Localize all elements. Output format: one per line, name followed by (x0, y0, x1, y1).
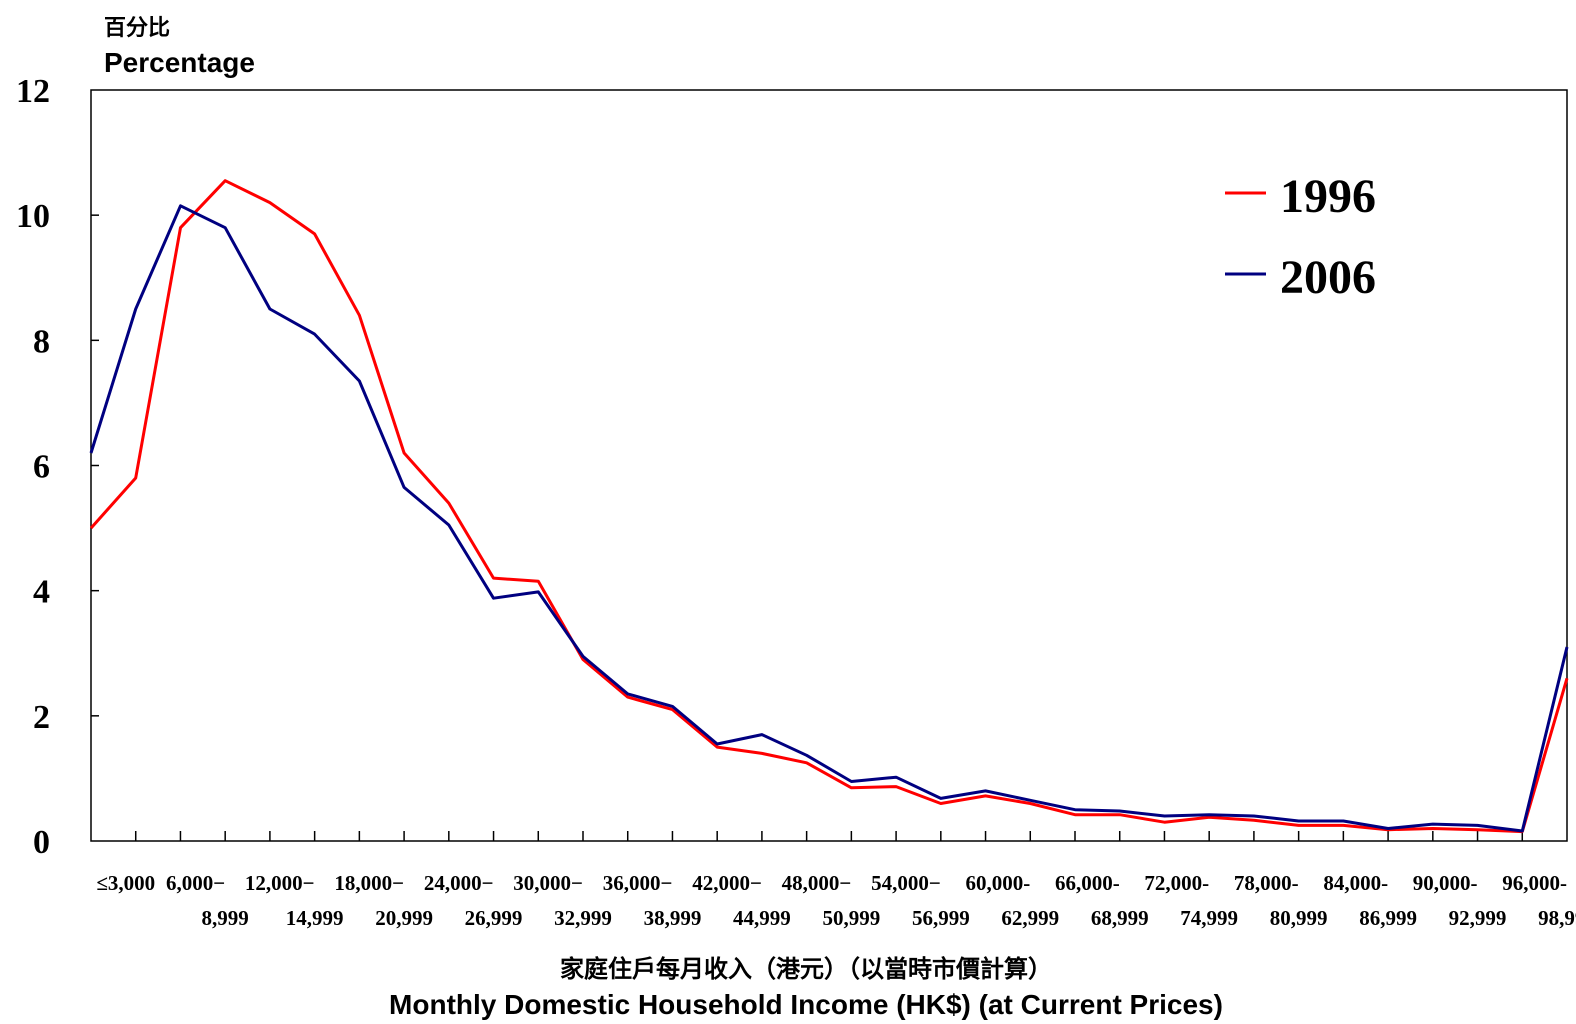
x-tick-label-range-end: 32,999 (554, 906, 612, 930)
legend-label-1996: 1996 (1280, 170, 1376, 223)
x-tick-label: 42,000− (692, 871, 762, 895)
x-axis (134, 831, 1524, 841)
x-tick-label-range-end: 86,999 (1359, 906, 1417, 930)
legend-label-2006: 2006 (1280, 251, 1376, 304)
x-tick-label: 90,000- (1413, 871, 1478, 895)
x-tick-label-range-end: 8,999 (202, 906, 249, 930)
x-tick-label: 18,000− (334, 871, 404, 895)
x-tick-label-range-end: 98,999 (1538, 906, 1576, 930)
y-tick-label: 2 (33, 699, 50, 736)
x-tick-label-range-end: 44,999 (733, 906, 791, 930)
x-tick-label-range-end: 20,999 (375, 906, 433, 930)
x-tick-label: 6,000− (166, 871, 225, 895)
x-tick-label-range-end: 92,999 (1449, 906, 1507, 930)
x-tick-label-range-end: 80,999 (1270, 906, 1328, 930)
x-tick-label: 72,000- (1144, 871, 1209, 895)
x-tick-label-range-end: 38,999 (644, 906, 702, 930)
x-tick-label-range-end: 62,999 (1001, 906, 1059, 930)
x-tick-label-range-end: 68,999 (1091, 906, 1149, 930)
x-tick-label-range-end: 74,999 (1180, 906, 1238, 930)
y-axis-title-en: Percentage (104, 47, 255, 78)
x-tick-label: ≤3,000 (96, 871, 155, 895)
x-tick-label: 30,000− (513, 871, 583, 895)
x-tick-label: 78,000- (1234, 871, 1299, 895)
x-tick-label: 84,000- (1323, 871, 1388, 895)
series-line-2006 (89, 204, 1569, 833)
y-axis-title-zh: 百分比 (104, 15, 170, 40)
x-axis-title-zh: 家庭住戶每月收入（港元）（以當時市價計算） (560, 955, 1052, 983)
x-tick-label: 54,000− (871, 871, 941, 895)
y-tick-label: 6 (33, 449, 50, 486)
x-tick-label-range-end: 14,999 (286, 906, 344, 930)
x-tick-label: 12,000− (245, 871, 315, 895)
y-tick-label: 10 (16, 198, 50, 235)
x-tick-label: 96,000- (1502, 871, 1567, 895)
x-tick-label-range-end: 56,999 (912, 906, 970, 930)
x-tick-label-range-end: 26,999 (465, 906, 523, 930)
y-tick-label: 8 (33, 323, 50, 360)
y-tick-label: 4 (33, 574, 50, 611)
x-tick-label: 60,000- (966, 871, 1031, 895)
y-axis: 0 2 4 6 8 10 12 (16, 73, 99, 861)
series-line-1996 (89, 179, 1569, 834)
x-tick-label-range-end: 50,999 (822, 906, 880, 930)
x-tick-labels: ≤3,000 6,000− 8,999 12,000− 14,999 18,000− 20,… (96, 871, 1576, 930)
legend: 1996 2006 (1225, 170, 1376, 304)
x-tick-label: 24,000− (424, 871, 494, 895)
y-tick-label: 12 (16, 73, 50, 110)
series-lines (89, 179, 1569, 834)
y-tick-label: 0 (33, 824, 50, 861)
x-tick-label: 36,000− (603, 871, 673, 895)
x-tick-label: 48,000− (782, 871, 852, 895)
x-axis-title-en: Monthly Domestic Household Income (HK$) … (389, 989, 1223, 1020)
x-tick-label: 66,000- (1055, 871, 1120, 895)
